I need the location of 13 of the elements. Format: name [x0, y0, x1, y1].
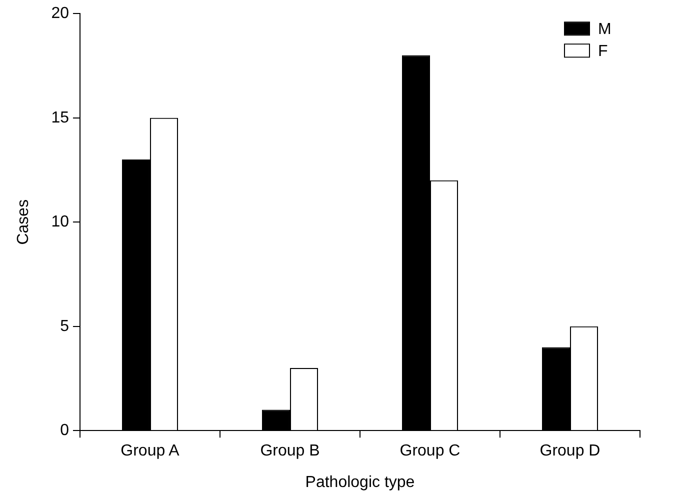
x-tick-label: Group B [260, 442, 320, 460]
legend-label: M [598, 21, 612, 38]
y-tick-label: 15 [51, 109, 70, 126]
x-tick-label: Group D [540, 442, 600, 460]
y-tick-label: 0 [60, 422, 70, 440]
x-tick-label: Group A [120, 442, 180, 460]
y-tick-label: 10 [51, 214, 70, 231]
y-tick-label: 5 [60, 318, 70, 335]
y-tick-label: 20 [51, 5, 70, 22]
x-tick-label: Group C [400, 442, 460, 460]
legend-label: F [598, 43, 608, 60]
y-axis-title: Cases [15, 199, 32, 245]
x-axis-title: Pathologic type [305, 474, 415, 491]
